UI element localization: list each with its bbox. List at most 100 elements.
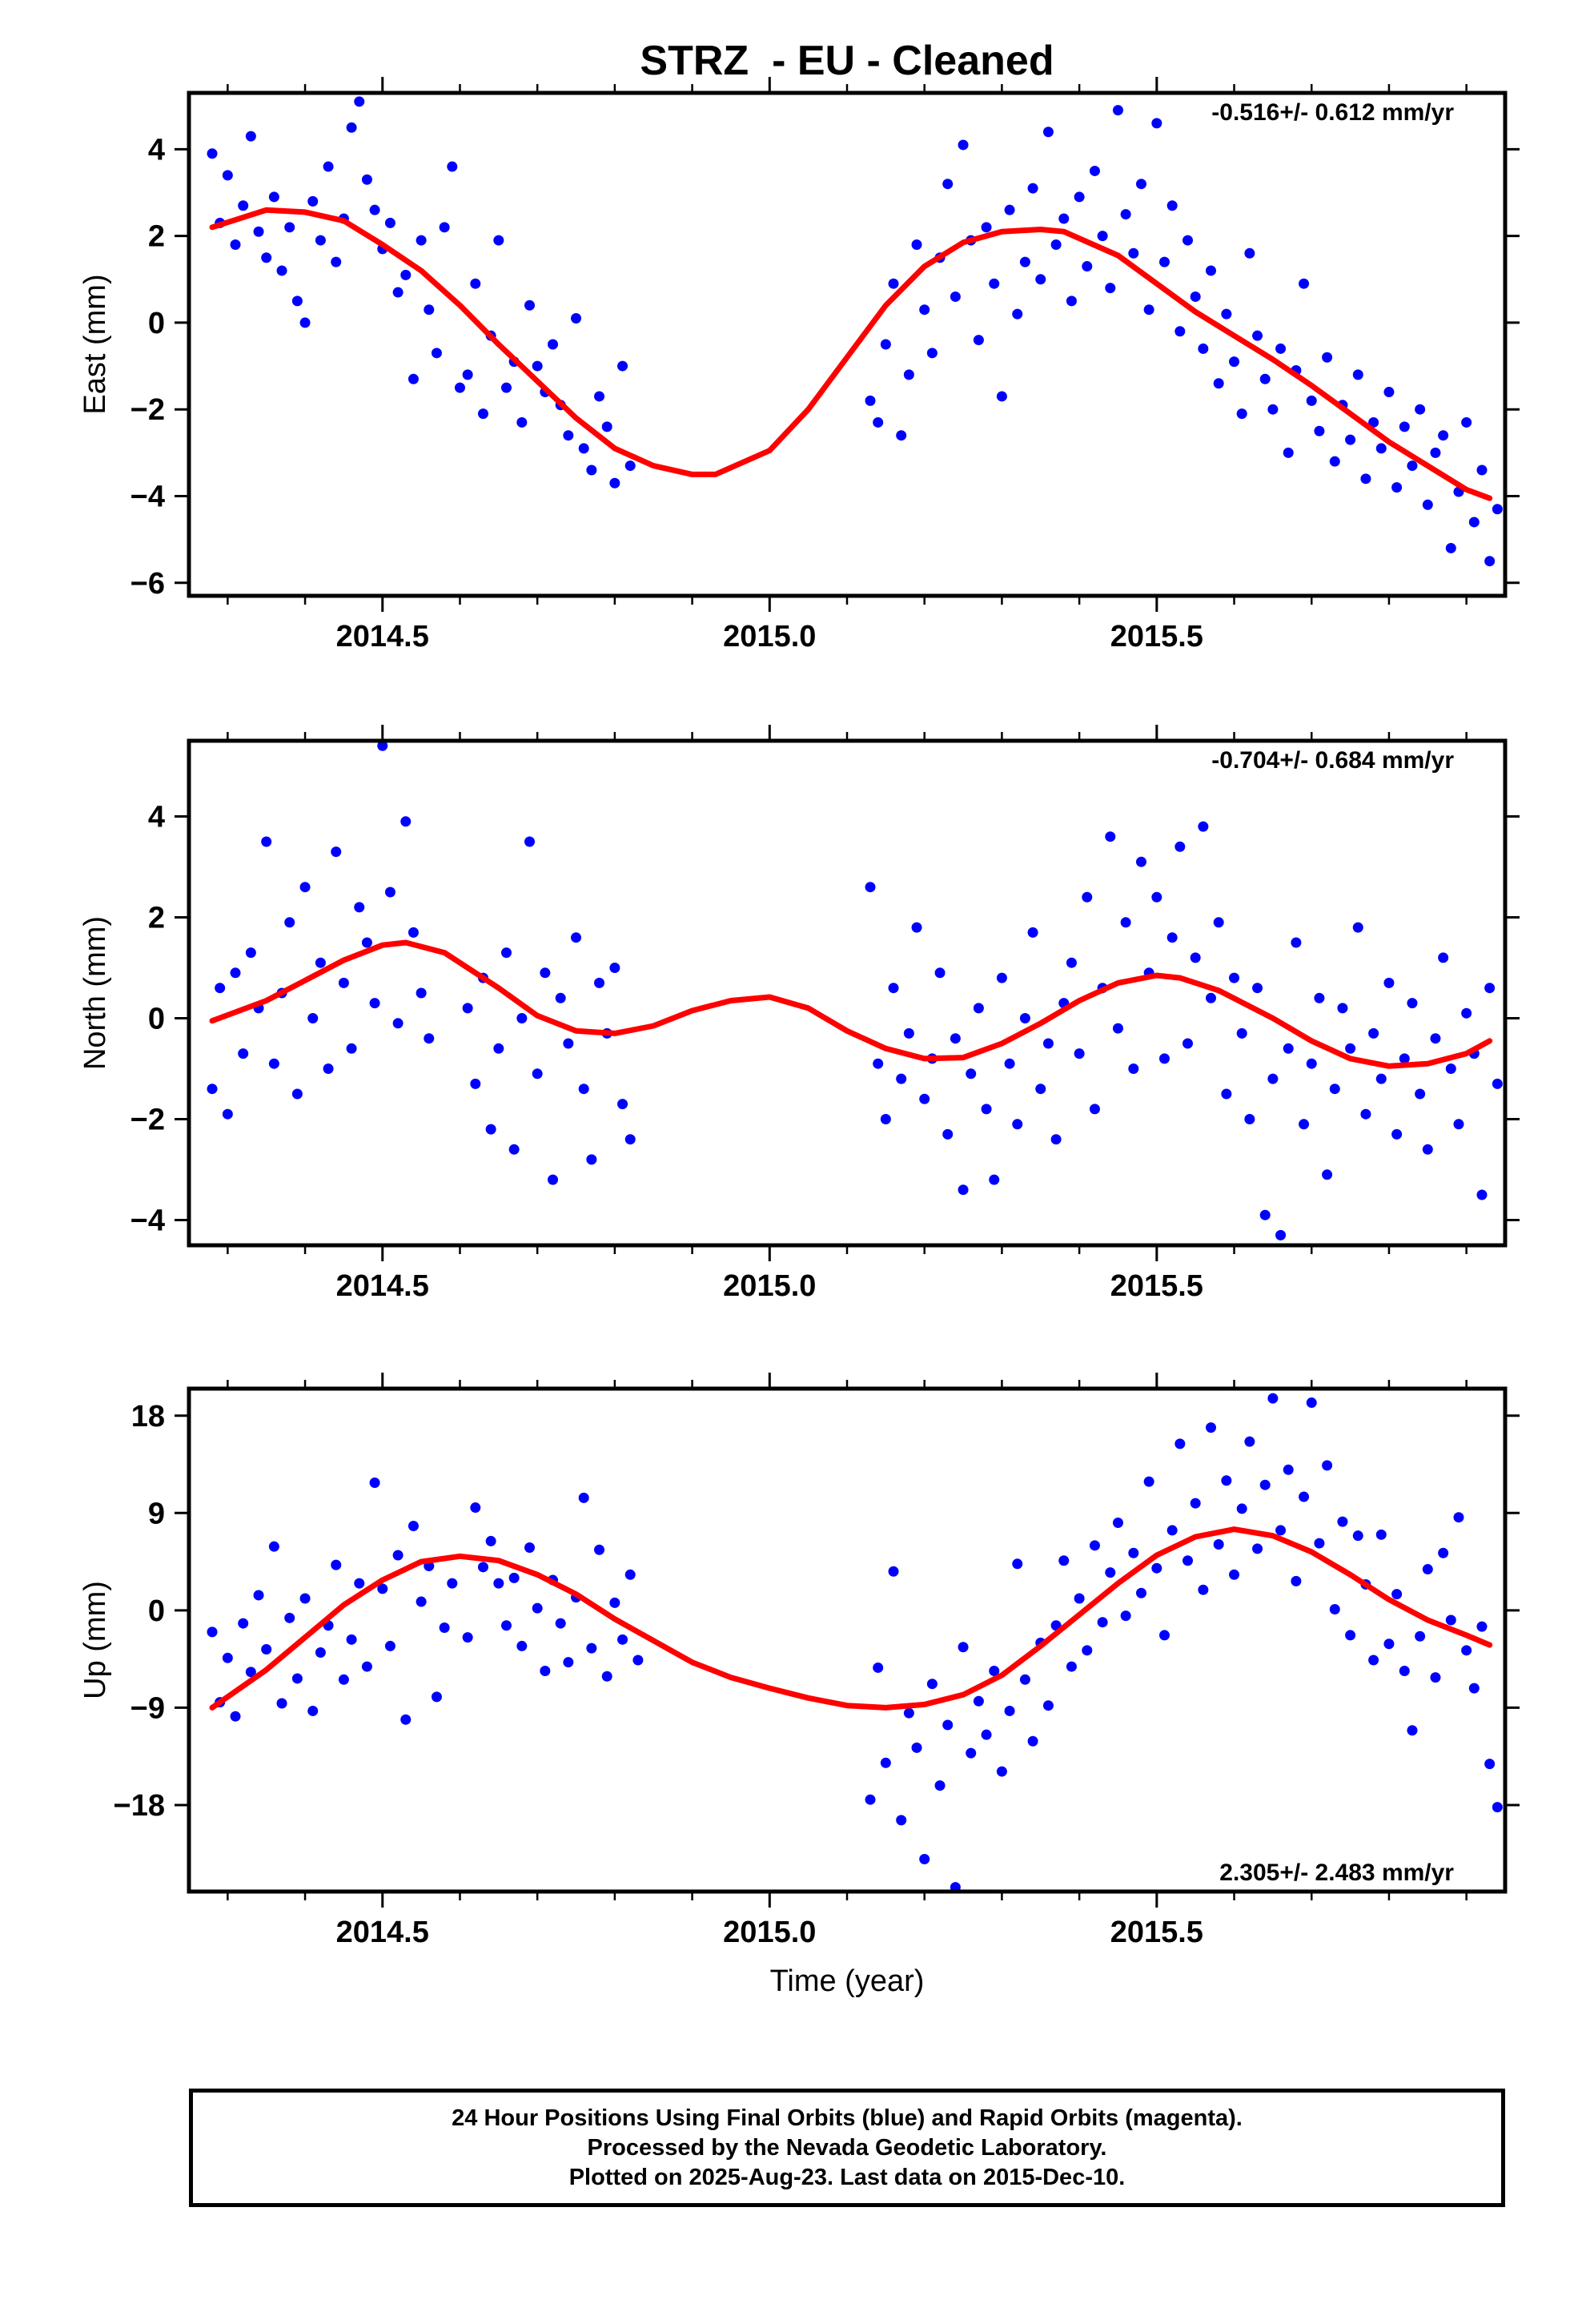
- data-point: [1314, 992, 1325, 1003]
- data-point: [873, 1058, 884, 1069]
- data-point: [1329, 456, 1340, 467]
- data-point: [601, 421, 612, 432]
- data-point: [1182, 235, 1194, 246]
- data-point: [1236, 1027, 1247, 1039]
- data-point: [1259, 373, 1271, 384]
- data-point: [1174, 1438, 1186, 1449]
- data-point: [594, 391, 605, 402]
- data-point: [880, 339, 891, 350]
- data-point: [462, 369, 473, 380]
- data-point: [1476, 1621, 1488, 1632]
- data-point: [1267, 1073, 1279, 1084]
- data-point: [1244, 1436, 1255, 1447]
- data-point: [493, 1043, 504, 1054]
- data-point: [500, 1620, 512, 1631]
- east-points: [207, 96, 1503, 567]
- data-point: [981, 1104, 992, 1115]
- data-point: [1004, 1705, 1015, 1716]
- data-point: [1252, 330, 1263, 341]
- data-point: [222, 170, 233, 181]
- data-point: [524, 836, 536, 847]
- y-axis-label: Up (mm): [78, 1581, 112, 1699]
- data-point: [1438, 430, 1449, 441]
- data-point: [1042, 1038, 1054, 1049]
- data-point: [1299, 278, 1310, 289]
- data-point: [1283, 447, 1294, 458]
- data-point: [1484, 556, 1496, 567]
- data-point: [950, 1033, 961, 1044]
- data-point: [1190, 952, 1201, 963]
- data-point: [331, 1559, 342, 1570]
- data-point: [888, 278, 899, 289]
- data-point: [1291, 1575, 1302, 1586]
- y-tick-label: 2: [148, 902, 165, 935]
- data-point: [594, 977, 605, 988]
- data-point: [253, 1590, 264, 1601]
- x-tick-label: 2014.5: [336, 1269, 429, 1303]
- data-point: [1166, 932, 1178, 943]
- data-point: [1182, 1038, 1194, 1049]
- data-point: [942, 1719, 954, 1731]
- data-point: [392, 1018, 404, 1029]
- data-point: [880, 1757, 891, 1768]
- data-point: [1035, 274, 1046, 285]
- data-point: [516, 1013, 528, 1023]
- data-point: [1368, 416, 1379, 428]
- data-point: [1213, 378, 1224, 389]
- data-point: [1368, 1655, 1379, 1666]
- data-point: [563, 1038, 574, 1049]
- data-point: [1407, 1725, 1418, 1736]
- data-point: [981, 1729, 992, 1740]
- data-point: [1461, 416, 1472, 428]
- x-tick-label: 2015.5: [1110, 1916, 1203, 1949]
- data-point: [950, 1882, 961, 1892]
- data-point: [323, 1063, 334, 1074]
- data-point: [1492, 1078, 1503, 1089]
- data-point: [873, 1662, 884, 1673]
- data-point: [315, 957, 326, 968]
- data-point: [1151, 118, 1162, 129]
- data-point: [291, 296, 303, 307]
- data-point: [361, 174, 372, 185]
- data-point: [1082, 1645, 1093, 1656]
- data-point: [1074, 1593, 1085, 1604]
- data-point: [1213, 917, 1224, 928]
- data-point: [354, 1578, 365, 1589]
- y-tick-label: −4: [130, 480, 165, 513]
- fit-curve: [209, 1526, 1493, 1711]
- data-point: [1158, 1053, 1170, 1064]
- data-point: [1430, 1033, 1441, 1044]
- data-point: [911, 239, 922, 250]
- data-point: [1135, 856, 1146, 867]
- data-point: [1042, 127, 1054, 138]
- data-point: [1492, 504, 1503, 515]
- data-point: [416, 987, 427, 999]
- data-point: [408, 927, 419, 938]
- data-point: [1012, 1558, 1023, 1570]
- fit-curve: [209, 939, 1493, 1069]
- data-point: [617, 1634, 628, 1645]
- data-point: [1422, 1564, 1433, 1575]
- data-point: [578, 443, 589, 454]
- data-point: [1252, 1543, 1263, 1554]
- data-point: [888, 983, 899, 994]
- data-point: [1484, 1759, 1496, 1770]
- data-point: [1275, 1525, 1287, 1536]
- data-point: [447, 161, 458, 172]
- data-point: [578, 1084, 589, 1095]
- data-point: [1105, 1567, 1116, 1578]
- data-point: [222, 1108, 233, 1120]
- data-point: [1058, 213, 1070, 224]
- data-point: [1050, 1134, 1062, 1145]
- data-point: [1283, 1464, 1294, 1475]
- data-point: [865, 395, 876, 406]
- data-point: [563, 1657, 574, 1668]
- data-point: [284, 1612, 295, 1623]
- data-point: [1082, 261, 1093, 272]
- data-point: [238, 1618, 249, 1629]
- east-panel: 2014.5 2015.0 2015.5 −6 −4 −2 0 2 4 East (mm) -0.5…: [78, 77, 1520, 653]
- data-point: [555, 1618, 566, 1629]
- data-point: [222, 1652, 233, 1663]
- data-point: [911, 1742, 922, 1753]
- y-tick-label: −4: [130, 1204, 165, 1238]
